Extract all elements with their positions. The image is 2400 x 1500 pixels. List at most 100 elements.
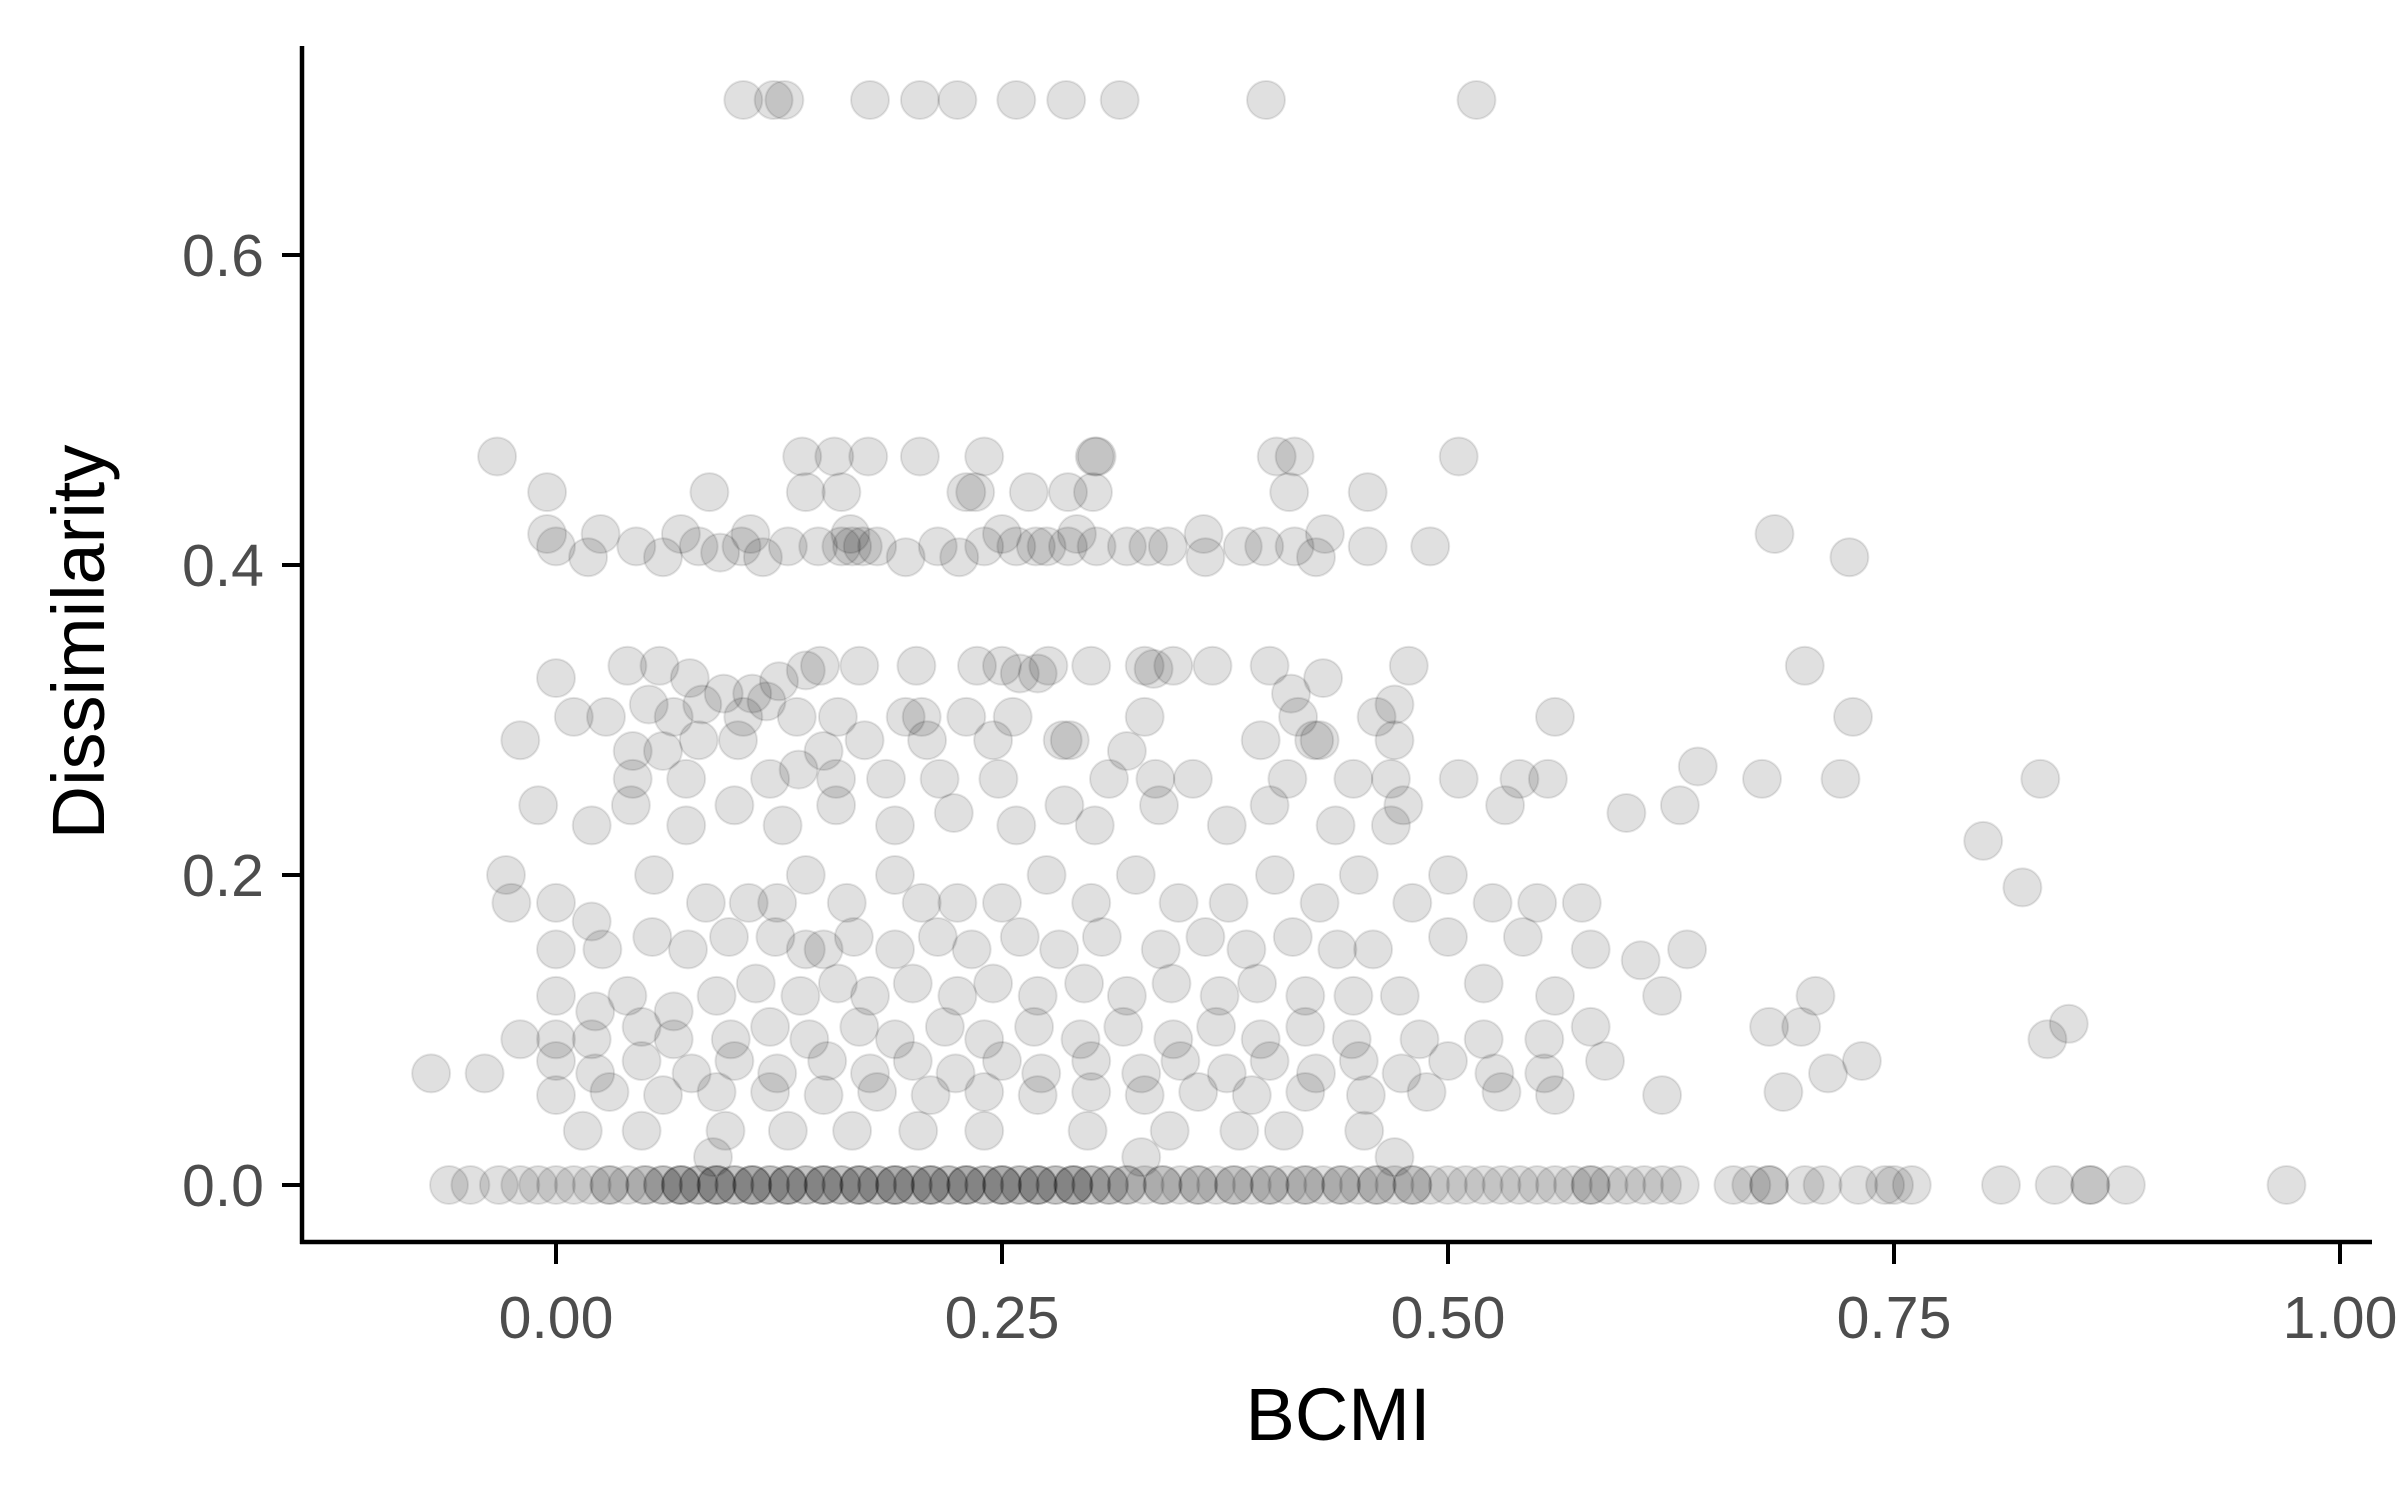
data-point	[1226, 929, 1267, 970]
data-point	[1392, 1165, 1433, 1205]
data-point	[1017, 1075, 1058, 1116]
data-point	[1089, 1165, 1129, 1205]
data-point	[1285, 1006, 1326, 1047]
data-point	[917, 917, 958, 957]
data-point	[780, 975, 821, 1016]
data-point	[1089, 758, 1129, 799]
data-point	[1124, 645, 1165, 686]
data-point	[1763, 1072, 1804, 1112]
data-point	[1667, 929, 1708, 970]
data-point	[1535, 975, 1575, 1016]
x-axis-title: BCMI	[1246, 1373, 1431, 1456]
data-point	[1042, 720, 1083, 761]
data-point	[1677, 746, 1718, 787]
data-point	[937, 80, 978, 120]
data-point	[1256, 436, 1297, 477]
data-point	[803, 1165, 844, 1205]
data-point	[973, 720, 1014, 761]
data-point	[955, 472, 996, 513]
data-point	[1742, 758, 1782, 799]
data-point	[571, 901, 612, 942]
data-point	[411, 1053, 452, 1094]
data-point	[1053, 1165, 1094, 1205]
data-point	[821, 472, 862, 513]
data-point	[946, 1165, 987, 1205]
data-point	[1208, 882, 1249, 923]
data-point	[668, 929, 708, 970]
data-point	[1820, 758, 1861, 799]
data-point	[1347, 526, 1388, 567]
data-point	[1294, 720, 1335, 761]
data-point	[996, 805, 1037, 846]
data-point	[996, 80, 1037, 120]
data-point	[1240, 720, 1281, 761]
data-point	[685, 882, 726, 923]
data-point	[1071, 1165, 1112, 1205]
data-point	[586, 696, 626, 737]
data-point	[1044, 785, 1085, 826]
y-axis-title: Dissimilarity	[37, 445, 120, 840]
data-point	[653, 1019, 694, 1060]
data-point	[875, 929, 915, 970]
data-point	[816, 785, 857, 826]
y-tick-label: 0.2	[182, 843, 264, 909]
data-point	[1274, 526, 1315, 567]
data-point	[850, 975, 890, 1016]
data-point	[1199, 975, 1240, 1016]
data-point	[621, 1041, 662, 1081]
data-point	[1438, 436, 1479, 477]
x-tick-label: 0.75	[1837, 1285, 1952, 1351]
data-point	[1106, 526, 1147, 567]
data-point	[728, 882, 769, 923]
data-point	[1659, 1165, 1700, 1205]
data-point	[1374, 720, 1415, 761]
data-point	[1074, 436, 1115, 477]
data-point	[1620, 940, 1661, 981]
data-point	[785, 472, 826, 513]
data-point	[1285, 1165, 1326, 1205]
points-layer	[411, 80, 2307, 1205]
data-point	[1585, 1041, 1625, 1081]
data-point	[850, 80, 890, 120]
data-point	[817, 963, 858, 1004]
data-point	[1017, 1165, 1058, 1205]
data-point	[1499, 1165, 1540, 1205]
data-point	[1445, 1165, 1486, 1205]
data-point	[1285, 975, 1326, 1016]
data-point	[714, 785, 755, 826]
data-point	[1749, 1165, 1790, 1205]
data-point	[1071, 882, 1112, 923]
data-point	[767, 1165, 808, 1205]
data-point	[1249, 785, 1290, 826]
data-point	[821, 526, 862, 567]
data-point	[937, 975, 978, 1016]
data-point	[1410, 1165, 1451, 1205]
data-point	[1017, 1165, 1058, 1205]
data-point	[910, 1165, 951, 1205]
data-point	[571, 1165, 612, 1205]
data-point	[1381, 1053, 1422, 1094]
data-point	[782, 436, 823, 477]
data-point	[764, 80, 805, 120]
data-point	[742, 537, 783, 578]
data-point	[1502, 917, 1543, 957]
data-point	[1158, 882, 1199, 923]
data-point	[816, 758, 857, 799]
data-point	[767, 526, 808, 567]
data-point	[1552, 1165, 1593, 1205]
data-point	[2020, 758, 2061, 799]
data-point	[718, 720, 758, 761]
x-tick-label: 0.50	[1391, 1285, 1506, 1351]
data-point	[1015, 526, 1056, 567]
data-point	[746, 681, 787, 722]
data-point	[2070, 1165, 2111, 1205]
x-tick-label: 0.25	[945, 1285, 1060, 1351]
data-point	[885, 696, 926, 737]
data-point	[1356, 1165, 1397, 1205]
data-point	[1089, 1165, 1129, 1205]
data-point	[710, 1019, 751, 1060]
data-point	[1103, 1006, 1144, 1047]
data-point	[817, 696, 858, 737]
data-point	[1067, 1110, 1108, 1151]
data-point	[1285, 1072, 1326, 1112]
